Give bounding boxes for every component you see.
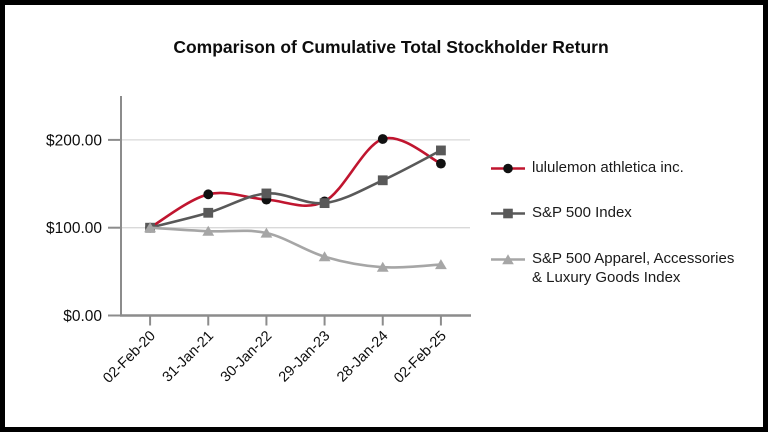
series-line-lululemon (149, 136, 442, 229)
data-point-circle-lululemon (203, 189, 214, 200)
legend: lululemon athletica inc. S&P 500 Index S… (491, 158, 753, 287)
legend-line-square-marker-icon (491, 208, 525, 218)
data-point-square-sp500 (203, 207, 214, 218)
legend-square-marker-icon (503, 208, 513, 218)
series-line-apparel-index (150, 226, 441, 269)
data-point-circle-lululemon (436, 158, 446, 169)
x-axis-tick-label: 31-Jan-21 (160, 328, 217, 385)
x-axis-tick-label: 02-Feb-25 (391, 328, 450, 387)
series-line-sp500 (149, 149, 442, 229)
data-point-circle-lululemon (377, 134, 388, 144)
data-point-square-sp500 (377, 175, 388, 186)
data-point-triangle-apparel-index (202, 225, 215, 236)
y-axis-tick-label: $200.00 (46, 132, 102, 149)
legend-item-sp500: S&P 500 Index (491, 203, 753, 222)
x-axis-tick-label: 28-Jan-24 (334, 328, 391, 385)
legend-triangle-marker-icon (502, 253, 514, 264)
data-point-square-sp500 (319, 198, 330, 209)
data-point-square-sp500 (261, 188, 272, 199)
data-point-triangle-apparel-index (435, 259, 447, 270)
legend-label-sp500: S&P 500 Index (532, 204, 632, 221)
legend-line-circle-marker-icon (491, 163, 525, 173)
chart-plot-area: $0.00 $100.00 $200.00 02-Feb-20 31-Jan-21 30-… (46, 96, 471, 387)
legend-item-apparel-index: S&P 500 Apparel, Accessories & Luxury Go… (491, 249, 753, 287)
legend-circle-marker-icon (503, 163, 513, 173)
x-axis-tick-label: 30-Jan-22 (218, 328, 275, 385)
x-axis-tick-label: 02-Feb-20 (100, 328, 159, 387)
x-axis-tick-label: 29-Jan-23 (276, 328, 333, 385)
data-point-triangle-apparel-index (144, 222, 156, 233)
legend-label-apparel-index: S&P 500 Apparel, Accessories & Luxury Go… (532, 250, 735, 286)
data-point-triangle-apparel-index (318, 251, 331, 262)
data-point-triangle-apparel-index (376, 261, 389, 272)
chart-title: Comparison of Cumulative Total Stockhold… (173, 37, 609, 57)
legend-line-triangle-marker-icon (491, 253, 525, 264)
legend-item-lululemon: lululemon athletica inc. (491, 158, 753, 177)
data-point-square-sp500 (436, 145, 446, 156)
y-axis-tick-label: $100.00 (46, 220, 102, 237)
legend-label-lululemon: lululemon athletica inc. (532, 159, 684, 176)
data-point-triangle-apparel-index (260, 227, 273, 238)
y-axis-tick-label: $0.00 (63, 308, 102, 325)
